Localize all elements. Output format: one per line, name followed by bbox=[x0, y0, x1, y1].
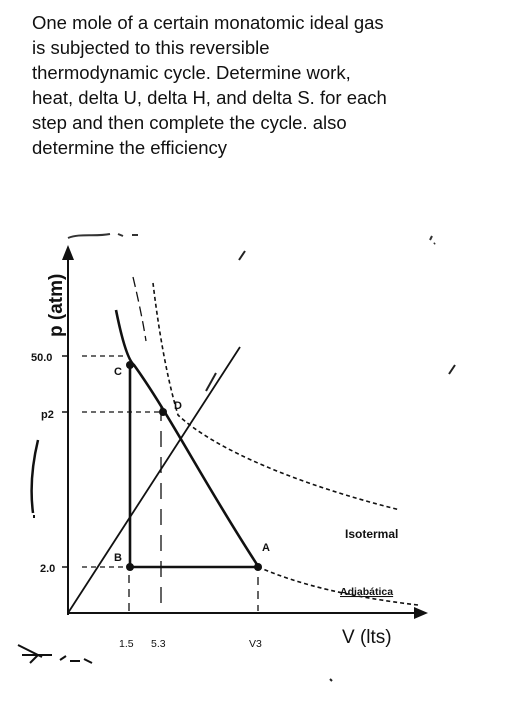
question-line: is subjected to this reversible bbox=[32, 37, 270, 58]
question-text: One mole of a certain monatomic ideal ga… bbox=[32, 10, 502, 160]
isotherm-label: Isotermal bbox=[345, 527, 398, 541]
scan-mark bbox=[67, 233, 138, 239]
scan-mark bbox=[448, 364, 456, 375]
point-b bbox=[126, 563, 134, 571]
adiabatic-label: Adiabática bbox=[340, 586, 393, 598]
x-axis-arrow bbox=[414, 607, 428, 619]
point-d bbox=[159, 408, 167, 416]
x-tick-label: 1.5 bbox=[119, 638, 134, 650]
scan-mark bbox=[30, 439, 40, 514]
question-line: One mole of a certain monatomic ideal ga… bbox=[32, 12, 384, 33]
y-axis-label: p (atm) bbox=[46, 274, 67, 337]
scan-mark bbox=[429, 235, 436, 245]
x-axis-label: V (lts) bbox=[342, 627, 392, 648]
scan-mark bbox=[205, 372, 217, 392]
isotherm-upper bbox=[132, 276, 147, 342]
pv-diagram: p (atm) V (lts) 50.0 p2 2.0 bbox=[0, 215, 530, 700]
y-tick-label: 2.0 bbox=[40, 563, 55, 575]
question-line: determine the efficiency bbox=[32, 137, 228, 158]
pv-diagram-svg: p (atm) V (lts) 50.0 p2 2.0 bbox=[17, 233, 456, 682]
question-line: thermodynamic cycle. Determine work, bbox=[32, 62, 351, 83]
point-label-d: D bbox=[174, 400, 182, 412]
point-a bbox=[254, 563, 262, 571]
adiabatic-continuation bbox=[257, 566, 419, 606]
y-axis-arrow bbox=[62, 245, 74, 260]
adiabatic-curve bbox=[114, 309, 260, 567]
question-line: heat, delta U, delta H, and delta S. for… bbox=[32, 87, 387, 108]
question-line: step and then complete the cycle. also bbox=[32, 112, 347, 133]
point-label-a: A bbox=[262, 542, 270, 554]
x-tick-label: V3 bbox=[249, 638, 262, 650]
y-tick-label: p2 bbox=[41, 409, 54, 421]
scan-mark bbox=[329, 678, 333, 682]
point-label-c: C bbox=[114, 366, 122, 378]
point-label-b: B bbox=[114, 552, 122, 564]
point-c bbox=[126, 361, 134, 369]
diagonal-line bbox=[67, 346, 241, 614]
isotherm-curve bbox=[152, 282, 401, 511]
y-tick-label: 50.0 bbox=[31, 352, 52, 364]
scan-mark bbox=[238, 250, 246, 261]
scan-mark bbox=[17, 644, 93, 664]
x-tick-label: 5.3 bbox=[151, 638, 166, 650]
